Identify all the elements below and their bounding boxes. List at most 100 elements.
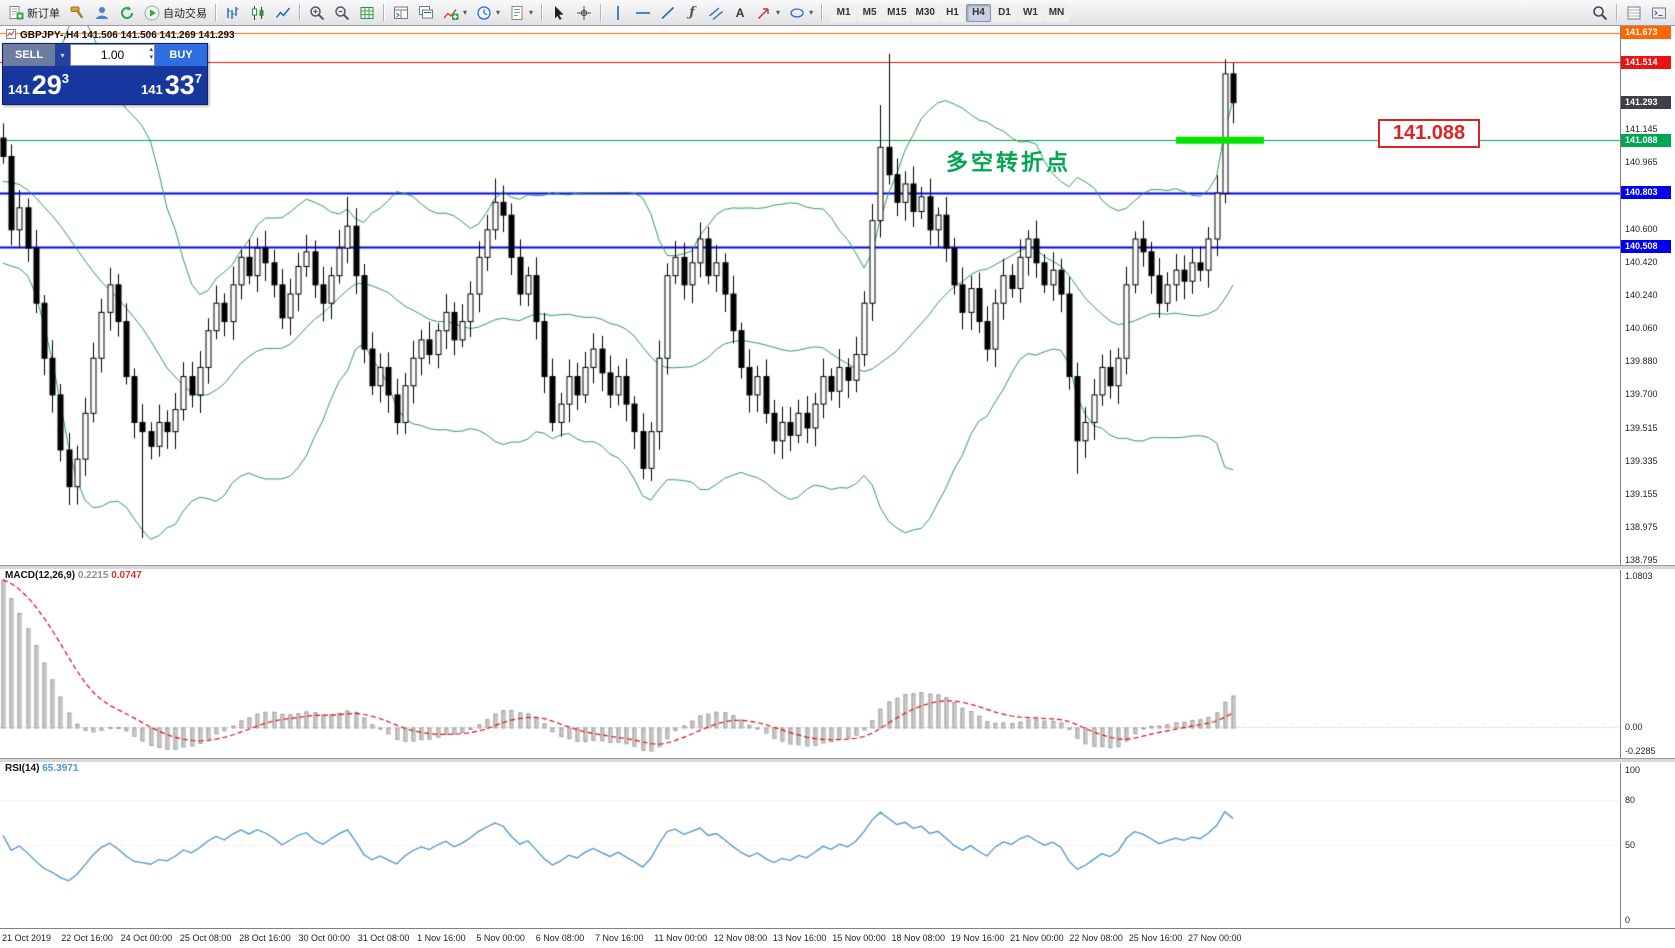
macd-main-value: 0.2215 (77, 570, 109, 581)
level-price-label: 140.508 (1621, 240, 1671, 254)
cascade-windows-icon (418, 5, 434, 21)
timeframe-button-MN[interactable]: MN (1043, 3, 1069, 22)
panel-separator[interactable] (0, 758, 1675, 763)
toolbar-separator (215, 4, 217, 21)
price-tick-label: 139.880 (1625, 356, 1658, 367)
new-order-icon (8, 5, 24, 21)
cursor-tool-button[interactable] (547, 2, 571, 24)
timeframe-button-W1[interactable]: W1 (1017, 3, 1043, 22)
templates-button[interactable]: ▾ (505, 2, 537, 24)
macd-canvas[interactable] (0, 568, 1620, 758)
indicators-button[interactable]: ▾ (439, 2, 471, 24)
new-order-button[interactable]: 新订单 (4, 2, 64, 24)
spinner-up-icon[interactable]: ▴ (149, 46, 153, 53)
chart-symbol-info: GBPJPY-,H4 141.506 141.506 141.269 141.2… (6, 29, 235, 42)
data-window-button[interactable] (1622, 2, 1646, 24)
crosshair-tool-button[interactable] (572, 2, 596, 24)
timeframe-button-M1[interactable]: M1 (831, 3, 857, 22)
vertical-line-tool-button[interactable] (606, 2, 630, 24)
timeframe-button-M15[interactable]: M15 (883, 3, 911, 22)
rsi-label: RSI(14) 65.3971 (5, 763, 78, 774)
refresh-button[interactable] (115, 2, 139, 24)
time-axis-label: 12 Nov 08:00 (713, 933, 768, 943)
sell-button[interactable]: SELL (3, 44, 55, 66)
price-axis[interactable]: 141.145 140.965 140.600 140.420 140.240 140.0… (1620, 26, 1675, 928)
cascade-windows-button[interactable] (414, 2, 438, 24)
arrow-tool-button[interactable]: ▾ (752, 2, 784, 24)
spinner-down-icon[interactable]: ▾ (149, 54, 153, 61)
price-tick-label: 140.600 (1625, 224, 1658, 235)
price-tick-label: 140.060 (1625, 323, 1658, 334)
buy-button[interactable]: BUY (155, 44, 207, 66)
timeframe-clock-icon (476, 5, 492, 21)
terminal-button[interactable] (1647, 2, 1671, 24)
symbol-chart-icon (6, 29, 16, 42)
script-button[interactable] (65, 2, 89, 24)
refresh-icon (119, 5, 135, 21)
trendline-tool-button[interactable] (656, 2, 680, 24)
time-axis-label: 7 Nov 16:00 (595, 933, 644, 943)
time-axis-label: 19 Nov 16:00 (950, 933, 1005, 943)
rsi-panel[interactable]: RSI(14) 65.3971 (0, 761, 1620, 926)
channel-tool-button[interactable] (704, 2, 728, 24)
new-order-label: 新订单 (27, 7, 60, 20)
rsi-axis-label: 80 (1625, 794, 1636, 805)
profile-button[interactable] (90, 2, 114, 24)
timeframe-button-M30[interactable]: M30 (911, 3, 939, 22)
time-axis-label: 31 Oct 08:00 (357, 933, 410, 943)
line-chart-icon (275, 5, 291, 21)
horizontal-line-tool-button[interactable] (631, 2, 655, 24)
timeframe-button-H1[interactable]: H1 (939, 3, 965, 22)
search-button[interactable] (1588, 2, 1612, 24)
panel-separator[interactable] (0, 565, 1675, 570)
time-axis[interactable]: 21 Oct 2019 22 Oct 16:00 24 Oct 00:00 25 Oc… (0, 928, 1675, 948)
shapes-tool-button[interactable]: ▾ (785, 2, 817, 24)
grid-toggle-button[interactable] (355, 2, 379, 24)
volume-value: 1.00 (100, 48, 125, 62)
autotrade-play-icon (144, 5, 160, 21)
chevron-down-icon: ▾ (776, 8, 781, 17)
volume-dropdown-button[interactable]: ▾ (55, 44, 70, 66)
macd-panel[interactable]: MACD(12,26,9) 0.2215 0.0747 (0, 568, 1620, 758)
timeframe-button-M5[interactable]: M5 (857, 3, 883, 22)
candlestick-chart-button[interactable] (246, 2, 270, 24)
buy-price: 141337 (141, 69, 202, 100)
bar-chart-icon (225, 5, 241, 21)
price-tick-label: 139.700 (1625, 389, 1658, 400)
macd-axis-label: 1.0803 (1625, 571, 1653, 582)
price-tick-label: 139.515 (1625, 423, 1658, 434)
terminal-icon (1651, 5, 1667, 21)
text-tool-button[interactable]: A (729, 2, 751, 24)
main-chart-canvas[interactable] (0, 26, 1620, 565)
timeframe-button-D1[interactable]: D1 (991, 3, 1017, 22)
volume-input[interactable]: 1.00 ▴ ▾ (70, 44, 155, 66)
time-axis-label: 21 Oct 2019 (2, 933, 52, 943)
chart-panel[interactable]: GBPJPY-,H4 141.506 141.506 141.269 141.2… (0, 26, 1620, 565)
auto-trading-button[interactable]: 自动交易 (140, 2, 211, 24)
bar-chart-button[interactable] (221, 2, 245, 24)
time-axis-label: 25 Nov 16:00 (1128, 933, 1183, 943)
level-price-label: 141.673 (1621, 26, 1671, 40)
tile-windows-button[interactable] (389, 2, 413, 24)
toolbar: 新订单 自动交易 ▾ ▾ ▾ ƒ A ▾ ▾ M1 (0, 0, 1675, 26)
channel-icon (708, 5, 724, 21)
line-chart-button[interactable] (271, 2, 295, 24)
rsi-axis-label: 0 (1625, 914, 1631, 925)
time-axis-label: 22 Nov 08:00 (1069, 933, 1123, 943)
one-click-trading-panel: SELL ▾ 1.00 ▴ ▾ BUY 141293 141337 (2, 43, 208, 105)
timeframes-menu-button[interactable]: ▾ (472, 2, 504, 24)
time-axis-label: 13 Nov 16:00 (772, 933, 827, 943)
timeframe-button-H4[interactable]: H4 (965, 3, 991, 22)
trade-panel-prices: 141293 141337 (3, 66, 207, 104)
level-price-label: 141.514 (1621, 55, 1671, 69)
rsi-axis-label: 50 (1625, 839, 1636, 850)
rsi-canvas[interactable] (0, 761, 1620, 926)
volume-spinner[interactable]: ▴ ▾ (149, 46, 153, 62)
level-price-label: 141.088 (1621, 133, 1671, 147)
trade-panel-header: SELL ▾ 1.00 ▴ ▾ BUY (3, 44, 207, 66)
zoom-out-button[interactable] (330, 2, 354, 24)
rsi-value: 65.3971 (42, 763, 79, 774)
fibonacci-tool-button[interactable]: ƒ (681, 2, 703, 24)
toolbar-separator (600, 4, 603, 21)
zoom-in-button[interactable] (305, 2, 329, 24)
